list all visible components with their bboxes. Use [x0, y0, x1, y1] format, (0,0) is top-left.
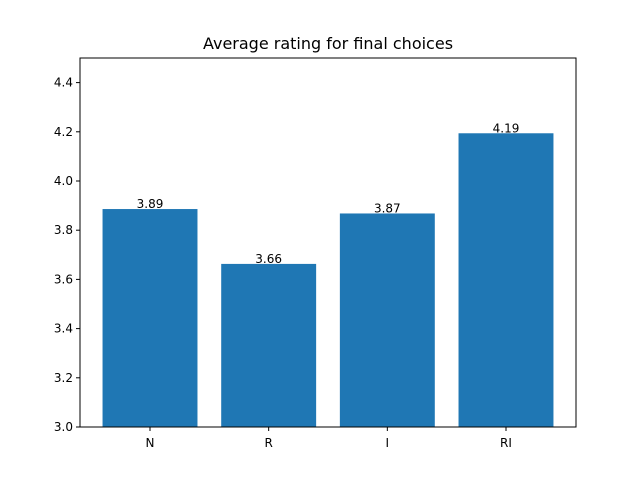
y-tick-label: 4.0	[54, 174, 73, 188]
y-tick-label: 3.4	[54, 322, 73, 336]
data-label-r: 3.66	[255, 252, 282, 266]
y-tick-label: 3.6	[54, 272, 73, 286]
bar-i	[339, 213, 435, 427]
bars-group	[102, 133, 554, 427]
x-axis: N R I RI	[146, 427, 512, 450]
data-label-ri: 4.19	[493, 121, 520, 135]
data-label-n: 3.89	[137, 197, 164, 211]
y-tick-label: 4.4	[54, 76, 73, 90]
bar-r	[221, 263, 317, 427]
bar-ri	[458, 133, 554, 427]
chart-title: Average rating for final choices	[203, 34, 453, 53]
y-tick-label: 3.8	[54, 223, 73, 237]
x-tick-label-n: N	[146, 436, 155, 450]
bar-n	[102, 209, 198, 427]
x-tick-label-i: I	[386, 436, 390, 450]
x-tick-label-r: R	[264, 436, 272, 450]
data-labels-group: 3.89 3.66 3.87 4.19	[137, 121, 520, 266]
y-axis: 3.0 3.2 3.4 3.6 3.8 4.0 4.2 4.4	[54, 76, 80, 434]
y-tick-label: 3.0	[54, 420, 73, 434]
x-tick-label-ri: RI	[500, 436, 512, 450]
plot-frame	[79, 57, 577, 428]
data-label-i: 3.87	[374, 201, 401, 215]
y-tick-label: 4.2	[54, 125, 73, 139]
y-tick-label: 3.2	[54, 371, 73, 385]
